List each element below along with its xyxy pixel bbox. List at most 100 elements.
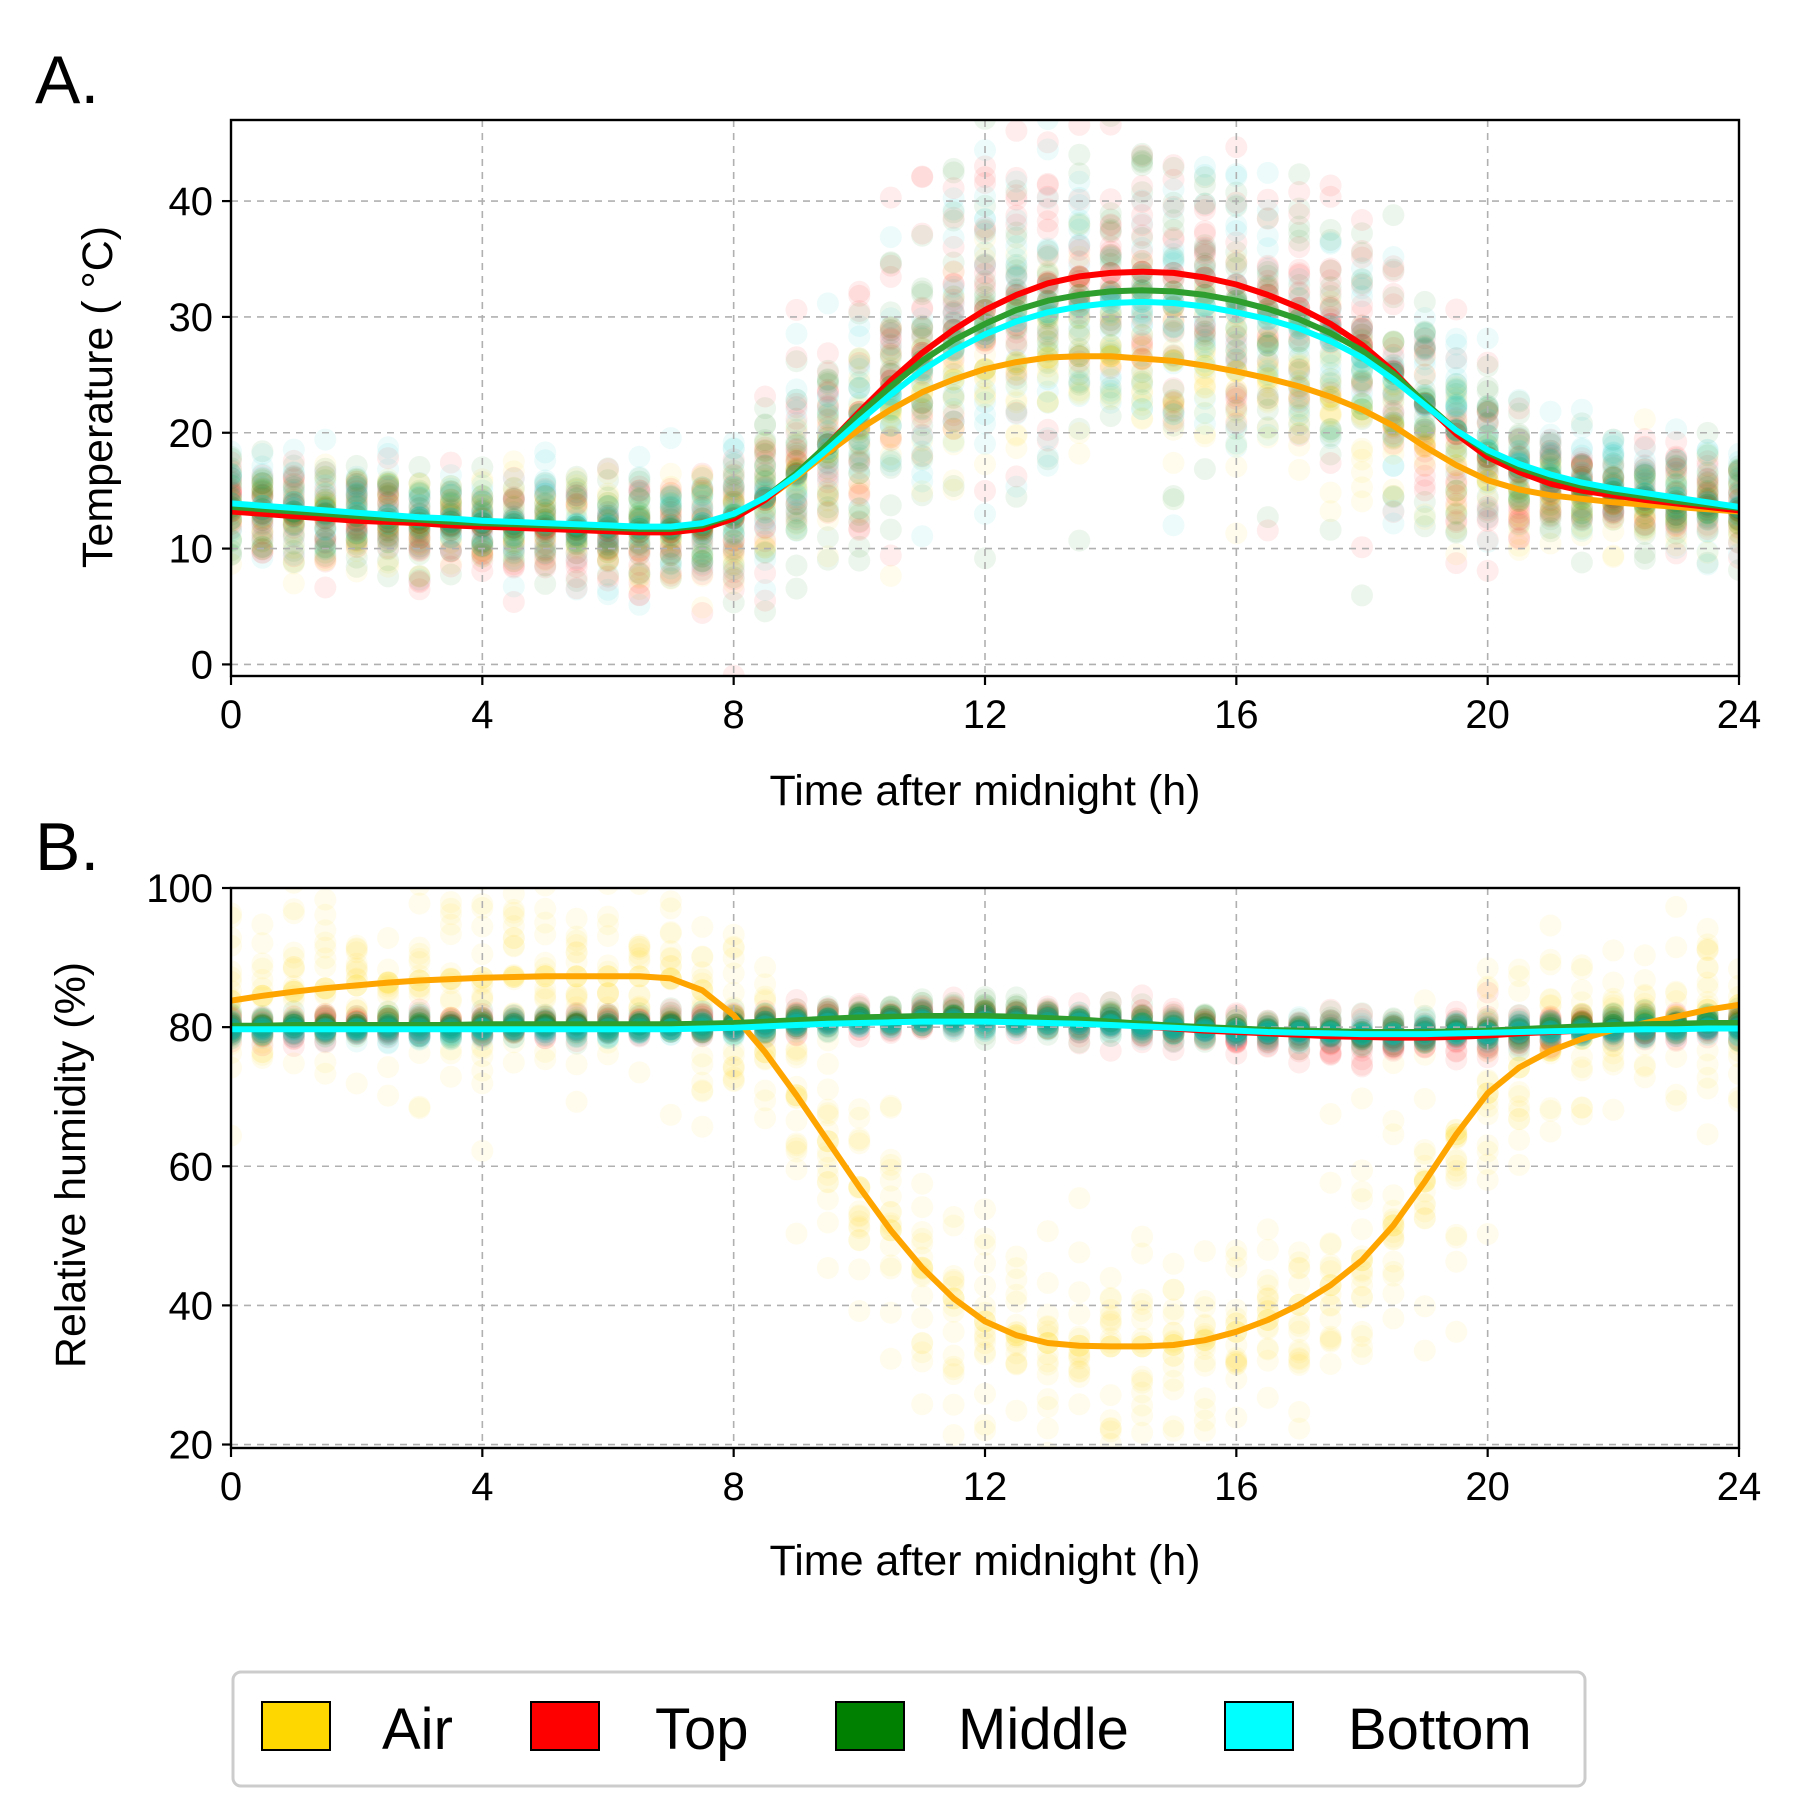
temperature-point-air — [1036, 260, 1059, 283]
temperature-point-bottom — [1005, 475, 1028, 498]
temperature-point-bottom — [251, 462, 274, 485]
temperature-point-middle — [471, 484, 494, 507]
temperature-point-middle — [1036, 320, 1059, 342]
temperature-point-top — [659, 538, 682, 561]
humidity-point-air — [1696, 939, 1719, 962]
temperature-point-middle — [1193, 305, 1216, 328]
humidity-point-air — [785, 1109, 808, 1132]
temperature-point-middle — [911, 314, 934, 337]
temperature-point-middle — [345, 454, 368, 477]
temperature-point-top — [722, 561, 745, 584]
temperature-point-top — [911, 407, 934, 430]
temperature-point-top — [408, 539, 431, 561]
temperature-point-air — [1256, 349, 1279, 372]
temperature-point-air — [1005, 424, 1028, 447]
temperature-point-middle — [1382, 331, 1405, 354]
temperature-point-air — [502, 481, 525, 504]
temperature-point-top — [565, 551, 588, 574]
temperature-point-bottom — [628, 563, 651, 586]
temperature-point-air — [911, 336, 934, 359]
temperature-point-top — [1413, 338, 1436, 360]
temperature-point-middle — [471, 497, 494, 520]
humidity-point-air — [440, 851, 462, 873]
temperature-point-air — [754, 440, 777, 463]
temperature-point-top — [754, 385, 777, 408]
temperature-point-air — [1539, 452, 1562, 475]
temperature-point-middle — [1162, 209, 1185, 232]
temperature-point-top — [691, 554, 714, 577]
temperature-point-top — [1036, 418, 1059, 441]
temperature-point-bottom — [1131, 236, 1154, 259]
temperature-point-air — [439, 492, 462, 515]
temperature-point-air — [1728, 473, 1739, 496]
temperature-point-middle — [754, 397, 777, 420]
temperature-point-top — [942, 272, 965, 295]
temperature-point-top — [691, 532, 714, 555]
temperature-point-bottom — [691, 559, 714, 582]
temperature-point-middle — [1351, 584, 1373, 607]
temperature-point-bottom — [911, 307, 934, 330]
temperature-point-middle — [1256, 383, 1279, 406]
temperature-point-middle — [1319, 425, 1342, 447]
temperature-point-top — [1131, 224, 1154, 247]
temperature-point-air — [345, 524, 368, 547]
temperature-point-air — [282, 523, 305, 546]
temperature-point-air — [1036, 391, 1059, 414]
temperature-point-air — [565, 542, 588, 565]
temperature-point-air — [1413, 454, 1436, 477]
humidity-point-air — [879, 1153, 902, 1176]
temperature-point-middle — [597, 486, 619, 509]
temperature-point-bottom — [1665, 449, 1688, 472]
temperature-point-top — [231, 451, 242, 474]
temperature-point-air — [439, 479, 462, 502]
temperature-point-air — [377, 555, 400, 578]
temperature-point-middle — [911, 277, 934, 300]
humidity-point-air — [1508, 1153, 1531, 1176]
temperature-point-middle — [565, 486, 588, 509]
temperature-point-air — [534, 501, 557, 524]
temperature-point-top — [1319, 452, 1342, 474]
humidity-point-air — [408, 936, 431, 959]
temperature-point-air — [1665, 507, 1688, 530]
temperature-point-top — [879, 328, 902, 351]
temperature-point-top — [1351, 317, 1373, 340]
temperature-point-middle — [345, 483, 368, 506]
temperature-point-middle — [597, 494, 619, 517]
temperature-point-air — [911, 444, 934, 467]
temperature-point-air — [1508, 514, 1531, 537]
temperature-point-top — [1036, 172, 1059, 195]
temperature-point-bottom — [502, 575, 525, 598]
temperature-point-air — [1256, 391, 1279, 414]
temperature-point-top — [1696, 513, 1719, 536]
temperature-point-middle — [1099, 376, 1122, 399]
temperature-point-middle — [1256, 334, 1279, 357]
humidity-point-air — [1193, 1409, 1216, 1432]
humidity-point-air — [1413, 1295, 1436, 1318]
temperature-point-middle — [439, 492, 462, 515]
temperature-point-middle — [1162, 389, 1185, 411]
temperature-point-middle — [879, 347, 902, 370]
temperature-point-top — [848, 451, 871, 474]
temperature-point-air — [1319, 348, 1342, 371]
temperature-point-bottom — [1162, 250, 1185, 273]
temperature-point-top — [565, 484, 588, 507]
temperature-point-top — [879, 327, 902, 349]
temperature-point-middle — [282, 476, 305, 498]
temperature-point-bottom — [1099, 391, 1122, 414]
temperature-point-middle — [659, 505, 682, 528]
temperature-point-middle — [879, 251, 902, 274]
temperature-point-top — [1413, 479, 1436, 502]
humidity-point-air — [1319, 1253, 1342, 1276]
humidity-point-air — [1570, 1059, 1593, 1082]
humidity-point-air — [1696, 917, 1719, 940]
temperature-point-top — [314, 478, 337, 500]
temperature-point-bottom — [1288, 423, 1311, 446]
temperature-point-bottom — [942, 226, 965, 249]
temperature-point-middle — [534, 541, 557, 564]
temperature-point-top — [848, 280, 871, 303]
temperature-point-middle — [1413, 490, 1436, 513]
temperature-point-middle — [754, 470, 777, 493]
temperature-point-top — [597, 569, 619, 592]
temperature-point-top — [377, 530, 400, 552]
